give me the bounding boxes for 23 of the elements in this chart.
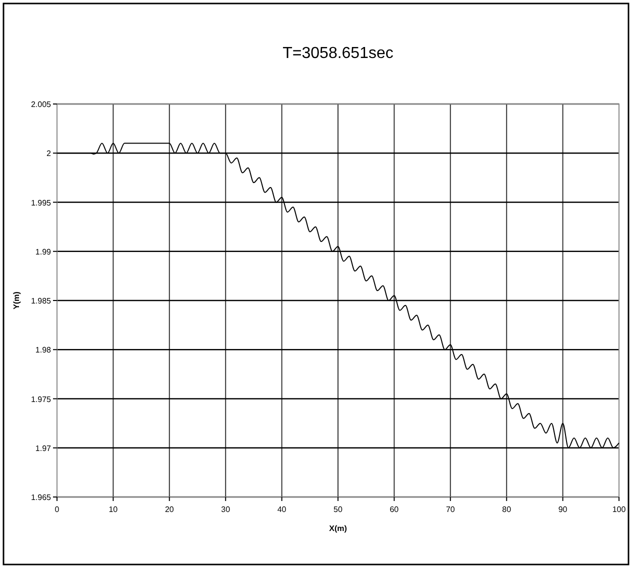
y-tick-label: 1.97 — [35, 444, 52, 453]
x-tick-label: 40 — [277, 505, 287, 514]
chart-title: T=3058.651sec — [282, 45, 394, 62]
x-tick-label: 0 — [54, 505, 60, 514]
y-tick-label: 1.985 — [30, 296, 52, 306]
y-tick-label: 1.975 — [30, 394, 52, 404]
x-tick-label: 80 — [502, 505, 512, 514]
y-tick-label: 2 — [46, 149, 52, 158]
x-tick-label: 50 — [334, 505, 343, 514]
x-tick-label: 20 — [164, 505, 174, 514]
y-tick-label: 2.005 — [30, 100, 52, 109]
y-tick-label: 1.995 — [30, 198, 52, 208]
y-tick-label: 1.965 — [30, 493, 52, 502]
x-tick-label: 30 — [221, 505, 231, 514]
x-tick-label: 10 — [108, 505, 118, 514]
y-tick-label: 1.98 — [35, 346, 52, 355]
x-tick-label: 70 — [446, 505, 456, 514]
y-tick-label: 1.99 — [35, 247, 52, 256]
y-axis-title: Y(m) — [12, 291, 21, 310]
x-tick-label: 90 — [558, 505, 568, 514]
x-tick-label: 100 — [612, 505, 626, 514]
x-tick-label: 60 — [390, 505, 400, 514]
x-axis-title: X(m) — [329, 524, 348, 533]
